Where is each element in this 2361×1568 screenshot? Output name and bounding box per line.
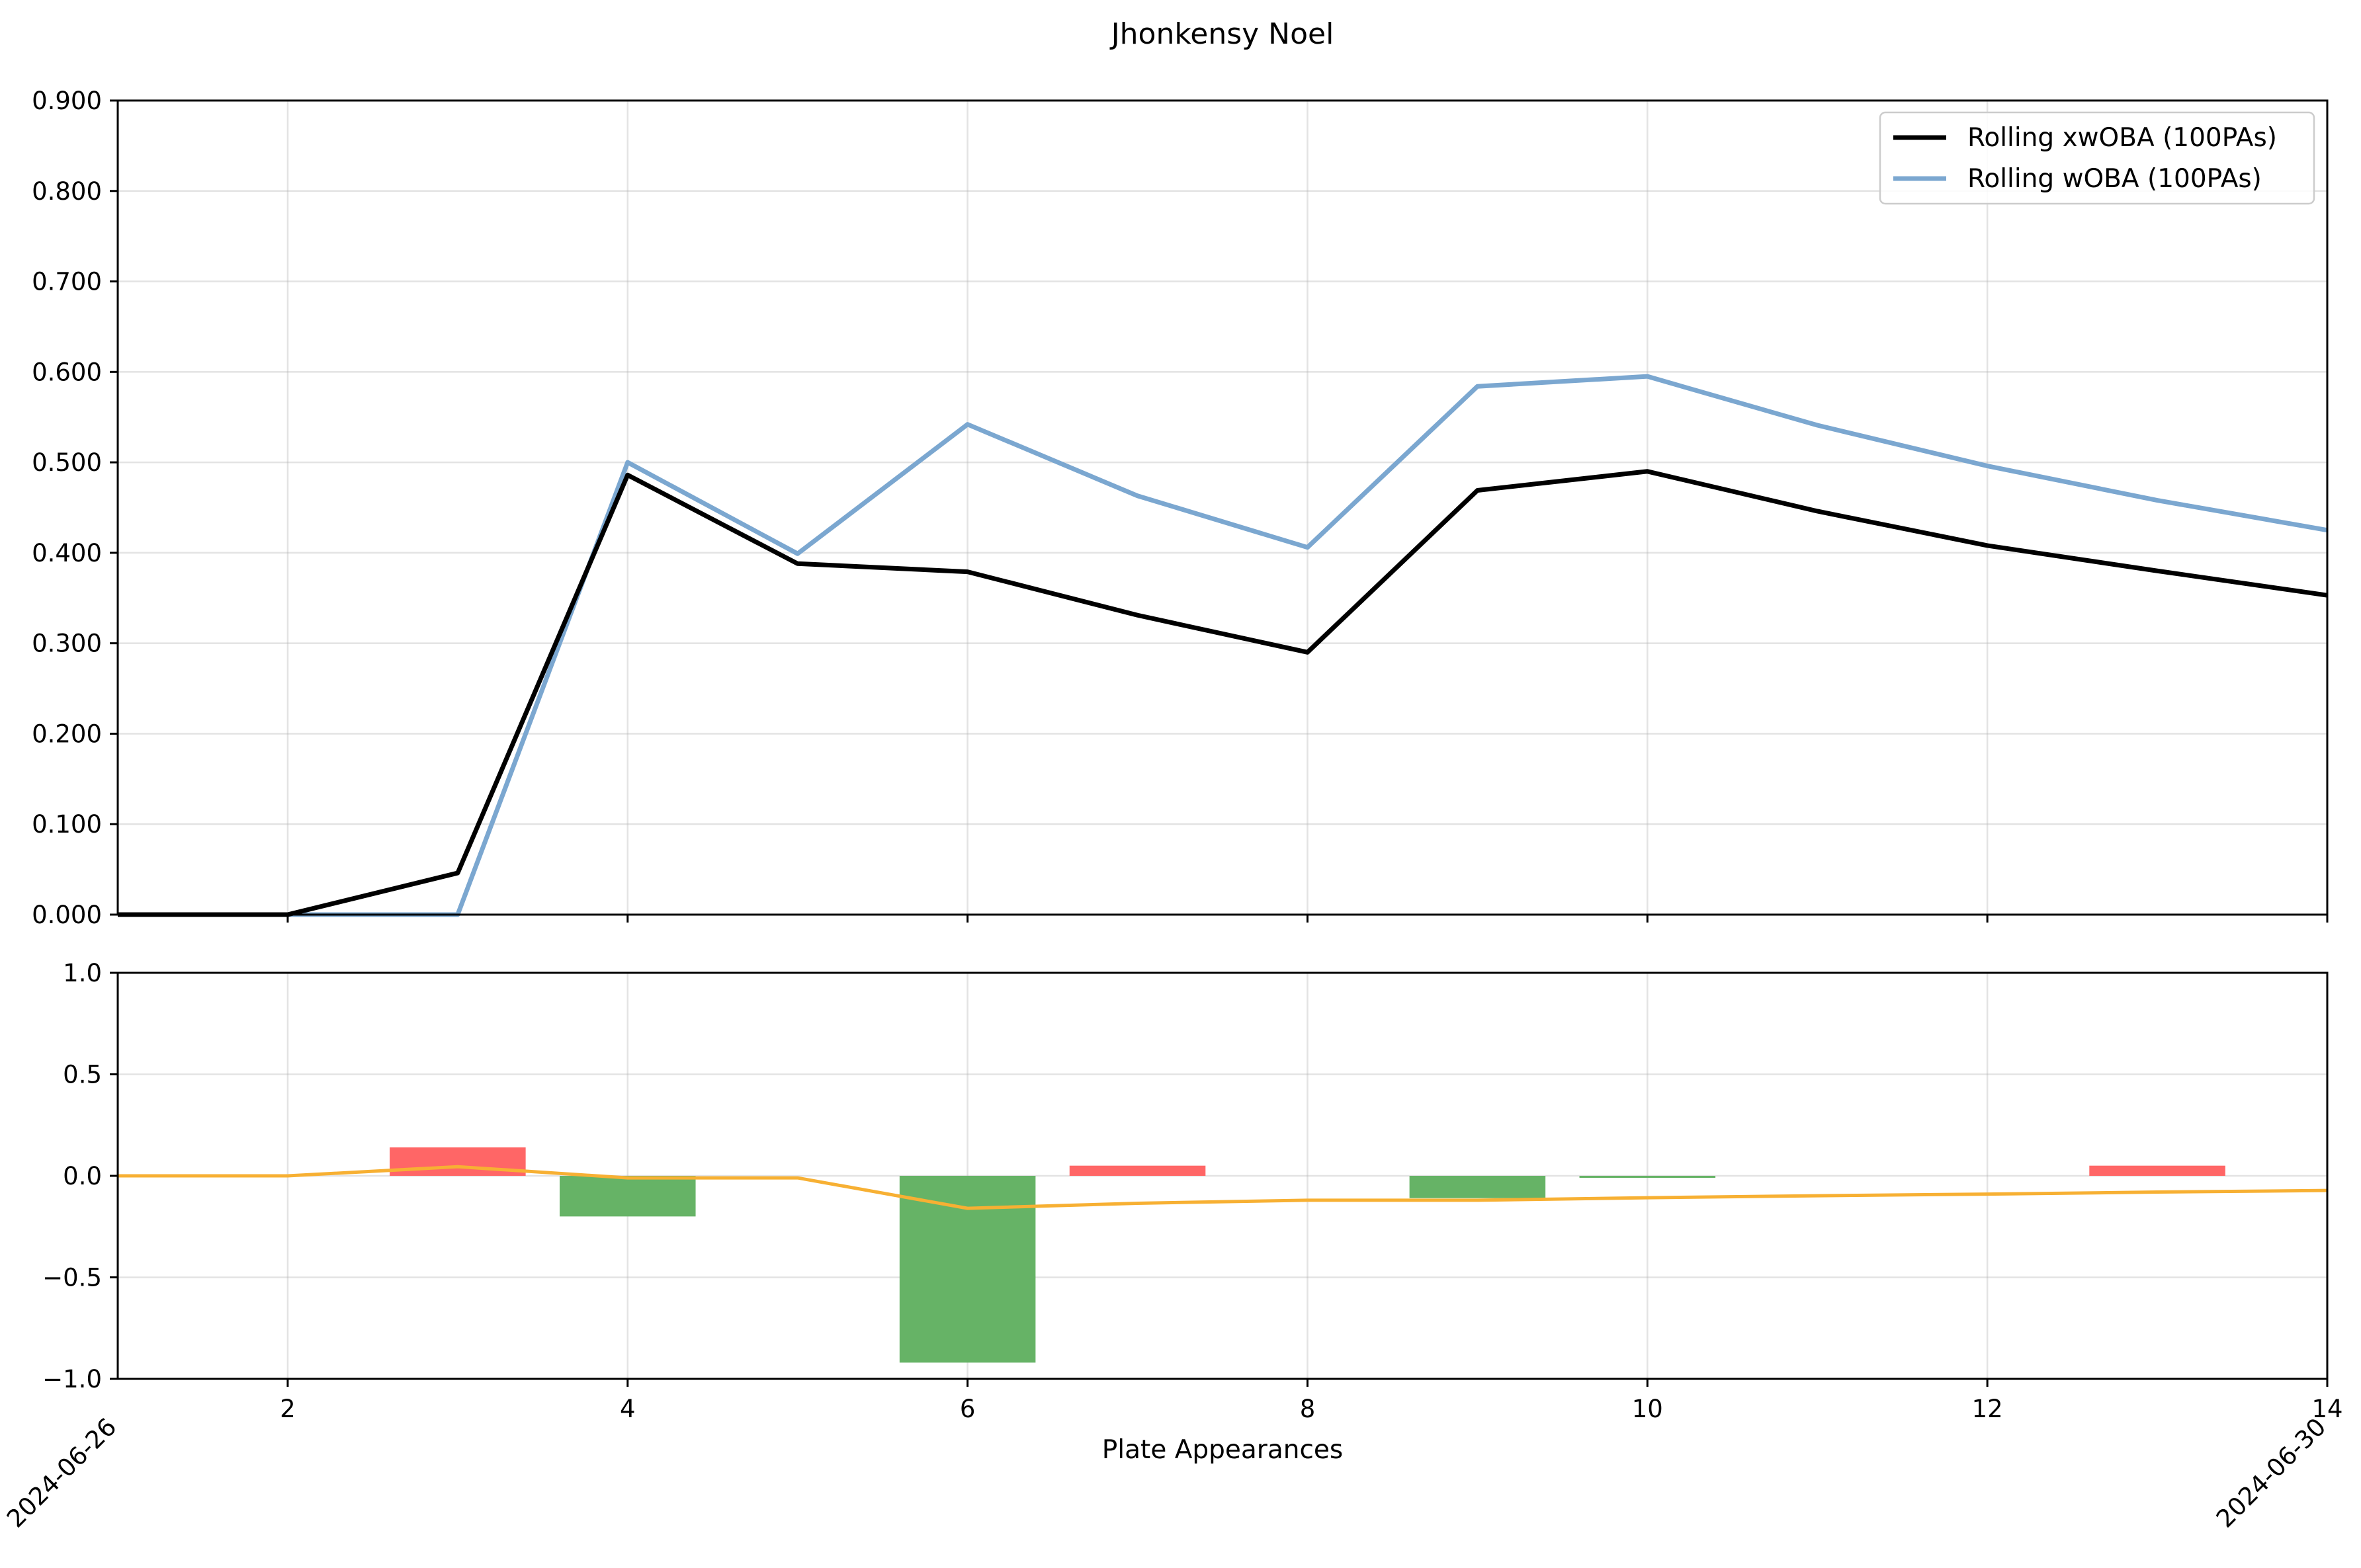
x-axis-label: Plate Appearances bbox=[1102, 1435, 1343, 1465]
top-y-tick-label: 0.800 bbox=[32, 177, 102, 206]
top-x-ticks bbox=[286, 915, 2329, 923]
difference-bar bbox=[1409, 1176, 1546, 1198]
difference-bar bbox=[560, 1176, 696, 1217]
top-lines bbox=[118, 374, 2328, 917]
bottom-y-tick-label: 0.0 bbox=[63, 1162, 102, 1190]
x-tick-label: 6 bbox=[960, 1395, 976, 1423]
top-panel: 0.000 0.100 0.200 0.300 0.400 0.500 0.600 0.700… bbox=[32, 87, 2329, 929]
top-y-tick-label: 0.600 bbox=[32, 358, 102, 386]
top-y-tick-label: 0.100 bbox=[32, 810, 102, 839]
top-y-tick-label: 0.700 bbox=[32, 268, 102, 296]
difference-bar bbox=[1579, 1176, 1716, 1178]
series-line-1 bbox=[118, 374, 2328, 917]
x-tick-label: 12 bbox=[1972, 1395, 2003, 1423]
top-axes-frame bbox=[116, 99, 2329, 916]
top-y-tick-label: 0.200 bbox=[32, 720, 102, 748]
legend-box bbox=[1879, 111, 2315, 205]
bottom-y-axis: −1.0 −0.5 0.0 0.5 1.0 bbox=[42, 959, 118, 1393]
bottom-line bbox=[118, 1165, 2328, 1210]
legend: Rolling xwOBA (100PAs) Rolling wOBA (100P… bbox=[1879, 111, 2315, 205]
difference-bar bbox=[2089, 1165, 2225, 1176]
x-tick-label: 4 bbox=[620, 1395, 636, 1423]
rolling-difference-line bbox=[118, 1165, 2328, 1210]
difference-bar bbox=[899, 1176, 1036, 1363]
bottom-y-tick-label: 0.5 bbox=[63, 1061, 102, 1089]
legend-label: Rolling xwOBA (100PAs) bbox=[1967, 123, 2277, 153]
top-y-tick-label: 0.400 bbox=[32, 539, 102, 567]
series-line-0 bbox=[118, 469, 2328, 917]
bottom-x-axis: 2 4 6 8 10 12 14 bbox=[280, 1379, 2343, 1423]
x-tick-label: 2 bbox=[280, 1395, 296, 1423]
top-y-axis: 0.000 0.100 0.200 0.300 0.400 0.500 0.600 0.700… bbox=[32, 87, 118, 929]
bottom-panel: −1.0 −0.5 0.0 0.5 1.0 2 4 6 8 10 12 14 Plate Appea… bbox=[1, 959, 2343, 1533]
top-y-tick-label: 0.000 bbox=[32, 901, 102, 929]
bottom-y-tick-label: −1.0 bbox=[42, 1365, 102, 1393]
x-tick-label: 8 bbox=[1300, 1395, 1316, 1423]
difference-bar bbox=[1069, 1165, 1206, 1176]
chart-title: Jhonkensy Noel bbox=[1109, 17, 1334, 51]
x-tick-label: 10 bbox=[1632, 1395, 1663, 1423]
top-y-tick-label: 0.300 bbox=[32, 630, 102, 658]
difference-bar bbox=[390, 1147, 526, 1176]
top-y-tick-label: 0.500 bbox=[32, 448, 102, 477]
legend-label: Rolling wOBA (100PAs) bbox=[1967, 164, 2262, 194]
bottom-y-tick-label: −0.5 bbox=[42, 1264, 102, 1292]
bottom-y-tick-label: 1.0 bbox=[63, 959, 102, 987]
x-tick-label: 14 bbox=[2311, 1395, 2342, 1423]
top-y-tick-label: 0.900 bbox=[32, 87, 102, 115]
